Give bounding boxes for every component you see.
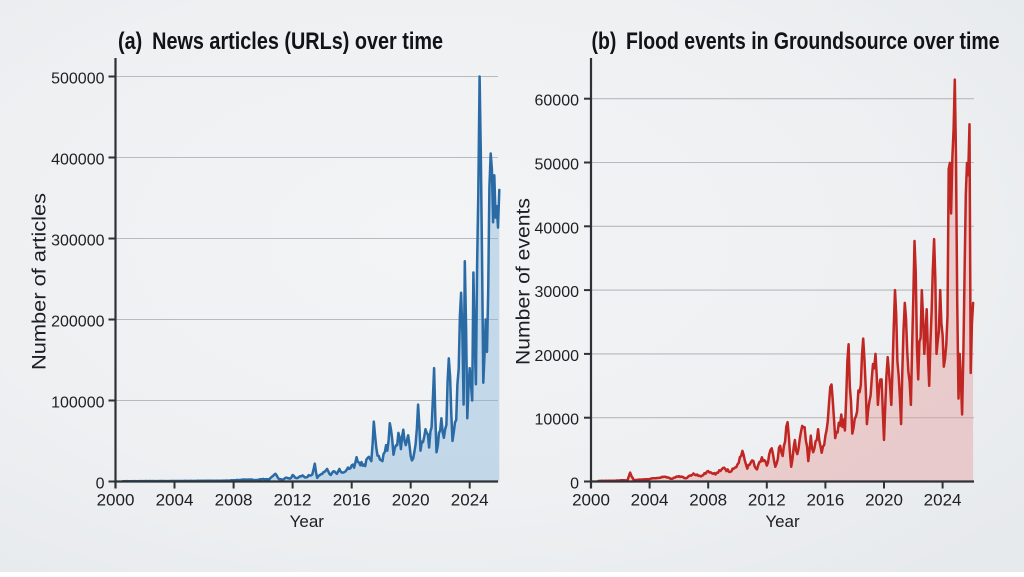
svg-text:2016: 2016 <box>806 491 844 510</box>
svg-text:500000: 500000 <box>51 71 104 88</box>
svg-text:2004: 2004 <box>156 491 194 510</box>
svg-text:20000: 20000 <box>535 348 580 365</box>
svg-text:2008: 2008 <box>689 491 727 510</box>
svg-text:2016: 2016 <box>333 491 371 510</box>
svg-text:Year: Year <box>765 512 800 531</box>
svg-text:60000: 60000 <box>535 93 580 110</box>
svg-text:2000: 2000 <box>572 491 610 510</box>
svg-text:2024: 2024 <box>924 491 962 510</box>
svg-text:2020: 2020 <box>392 491 430 510</box>
svg-text:2000: 2000 <box>97 491 135 510</box>
svg-text:50000: 50000 <box>535 157 580 174</box>
svg-text:Year: Year <box>290 512 325 531</box>
svg-text:(b) Flood events in Groundsour: (b) Flood events in Groundsource over ti… <box>592 28 1000 55</box>
svg-text:0: 0 <box>96 476 105 493</box>
svg-text:30000: 30000 <box>535 284 580 301</box>
svg-text:2008: 2008 <box>215 491 253 510</box>
svg-text:400000: 400000 <box>51 152 104 169</box>
svg-text:2012: 2012 <box>748 491 786 510</box>
svg-text:10000: 10000 <box>535 412 580 429</box>
svg-text:100000: 100000 <box>51 395 104 412</box>
svg-text:40000: 40000 <box>535 220 580 237</box>
svg-text:0: 0 <box>570 476 579 493</box>
svg-text:2012: 2012 <box>274 491 312 510</box>
svg-text:Number of events: Number of events <box>514 198 535 365</box>
svg-text:200000: 200000 <box>51 314 104 331</box>
svg-text:2024: 2024 <box>451 491 489 510</box>
svg-text:300000: 300000 <box>51 233 104 250</box>
svg-text:Number of articles: Number of articles <box>30 193 51 370</box>
svg-text:2020: 2020 <box>865 491 903 510</box>
svg-text:(a) News articles (URLs) over: (a) News articles (URLs) over time <box>118 28 443 55</box>
svg-text:2004: 2004 <box>631 491 669 510</box>
